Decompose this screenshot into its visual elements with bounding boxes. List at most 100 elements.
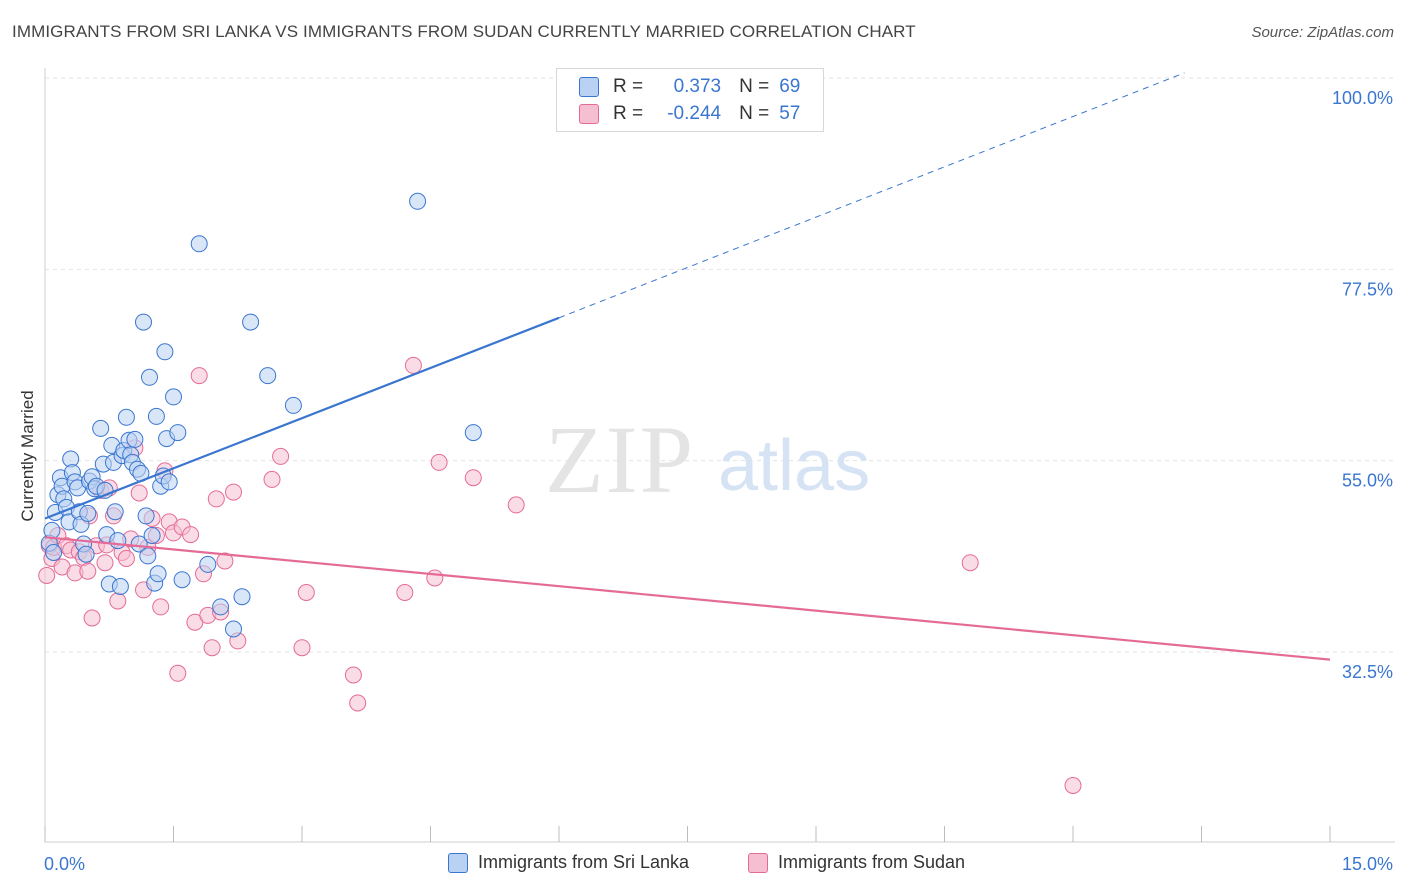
gridlines	[45, 77, 1395, 653]
srilanka-point-30	[109, 532, 127, 550]
bottom-legend-swatch-blue	[448, 852, 468, 873]
srilanka-point-68	[43, 521, 61, 539]
legend-n-label: N =	[739, 76, 770, 97]
legend-r-label: R =	[613, 76, 644, 97]
srilanka-point-22	[92, 419, 110, 437]
srilanka-point-45	[141, 368, 158, 386]
y-axis-label: Currently Married	[18, 390, 37, 521]
legend-n-label: N =	[739, 103, 770, 124]
srilanka-point-55	[165, 388, 182, 406]
sudan-point-52	[349, 694, 367, 712]
srilanka-point-17	[79, 504, 97, 522]
sudan-point-58	[507, 496, 525, 514]
sudan-point-30	[152, 598, 170, 616]
watermark: ZIP atlas	[545, 406, 870, 513]
trend-lines	[44, 72, 1331, 661]
srilanka-point-29	[106, 503, 124, 521]
sudan-point-42	[207, 490, 225, 508]
sudan-point-25	[130, 484, 148, 502]
sudan-point-47	[263, 470, 281, 488]
srilanka-point-40	[130, 535, 148, 553]
sudan-point-45	[225, 483, 242, 501]
y-tick-label-0: 32.5%	[1342, 662, 1393, 682]
srilanka-point-38	[126, 430, 144, 448]
srilanka-point-66	[409, 192, 427, 210]
srilanka-point-61	[225, 620, 242, 638]
srilanka-point-56	[169, 424, 187, 442]
sudan-point-55	[426, 569, 444, 587]
bottom-legend-swatch-pink	[748, 852, 768, 873]
sudan-point-54	[404, 356, 422, 374]
sudan-point-16	[96, 554, 114, 572]
sudan-point-50	[297, 584, 315, 601]
srilanka-point-46	[143, 527, 161, 544]
legend-swatch-pink	[579, 104, 599, 124]
sudan-point-51	[344, 666, 362, 684]
srilanka-point-34	[117, 408, 135, 426]
sudan-point-34	[169, 664, 187, 682]
bottom-legend-sudan: Immigrants from Sudan	[748, 852, 965, 873]
legend-swatch-blue	[579, 77, 599, 97]
srilanka-point-62	[233, 588, 251, 606]
srilanka-point-42	[135, 313, 152, 331]
sudan-point-53	[396, 584, 414, 601]
sudan-point-57	[464, 469, 482, 487]
srilanka-point-49	[149, 565, 167, 583]
srilanka-point-67	[464, 424, 482, 442]
sudan-point-49	[293, 639, 311, 657]
sudan-point-38	[190, 367, 208, 385]
sudan-point-20	[109, 592, 127, 610]
srilanka-point-54	[160, 473, 178, 491]
sudan-point-41	[203, 639, 221, 657]
legend-r-value: 0.373	[673, 76, 722, 97]
sudan-point-60	[1064, 777, 1082, 794]
legend-row-sudan: R = -0.244 N = 57	[579, 102, 800, 126]
srilanka-point-59	[199, 555, 217, 573]
srilanka-point-48	[147, 407, 165, 425]
sudan-point-44	[216, 552, 234, 570]
chart-title: IMMIGRANTS FROM SRI LANKA VS IMMIGRANTS …	[12, 22, 916, 41]
srilanka-point-60	[212, 598, 230, 616]
sudan-point-59	[961, 554, 979, 572]
srilanka-point-44	[139, 547, 157, 565]
srilanka-point-43	[137, 507, 155, 525]
y-tick-label-3: 100.0%	[1332, 88, 1393, 108]
sudan-trend-line	[44, 536, 1331, 661]
srilanka-point-1	[45, 544, 63, 561]
srilanka-point-58	[190, 235, 208, 253]
srilanka-point-63	[242, 313, 260, 331]
srilanka-point-52	[156, 343, 174, 361]
sudan-point-36	[182, 526, 200, 544]
legend-r-label: R =	[613, 103, 644, 124]
sudan-point-11	[79, 562, 97, 580]
srilanka-point-16	[77, 545, 95, 563]
srilanka-point-65	[284, 396, 302, 414]
srilanka-trend-extension	[558, 72, 1185, 319]
srilanka-point-31	[111, 578, 129, 595]
legend-n-value: 57	[779, 103, 801, 124]
srilanka-point-57	[173, 571, 191, 589]
watermark-zip: ZIP	[545, 406, 695, 513]
bottom-legend-srilanka: Immigrants from Sri Lanka	[448, 852, 689, 873]
srilanka-point-64	[259, 367, 277, 385]
y-tick-label-2: 77.5%	[1342, 279, 1393, 299]
sudan-point-48	[272, 447, 290, 465]
legend-n-value: 69	[779, 76, 801, 97]
sudan-point-22	[117, 550, 135, 567]
srilanka-trend-line	[44, 316, 560, 520]
y-tick-label-1: 55.0%	[1342, 471, 1393, 491]
tick-labels: 32.5% 55.0% 77.5% 100.0% 0.0% 15.0%	[44, 88, 1393, 874]
axes	[44, 68, 1395, 843]
legend-row-srilanka: R = 0.373 N = 69	[579, 75, 800, 99]
x-tick-label-max: 15.0%	[1342, 854, 1393, 874]
x-tick-label-min: 0.0%	[44, 854, 85, 874]
sudan-point-13	[83, 609, 101, 627]
sudan-point-0	[38, 567, 56, 584]
bottom-legend-label: Immigrants from Sri Lanka	[478, 852, 690, 872]
stats-legend: R = 0.373 N = 69 R = -0.244 N = 57	[556, 68, 824, 132]
source-credit: Source: ZipAtlas.com	[1251, 24, 1394, 41]
sudan-point-56	[430, 453, 448, 471]
legend-r-value: -0.244	[667, 103, 722, 124]
bottom-legend-label: Immigrants from Sudan	[778, 852, 966, 872]
